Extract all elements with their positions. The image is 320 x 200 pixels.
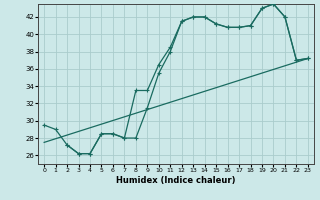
X-axis label: Humidex (Indice chaleur): Humidex (Indice chaleur)	[116, 176, 236, 185]
